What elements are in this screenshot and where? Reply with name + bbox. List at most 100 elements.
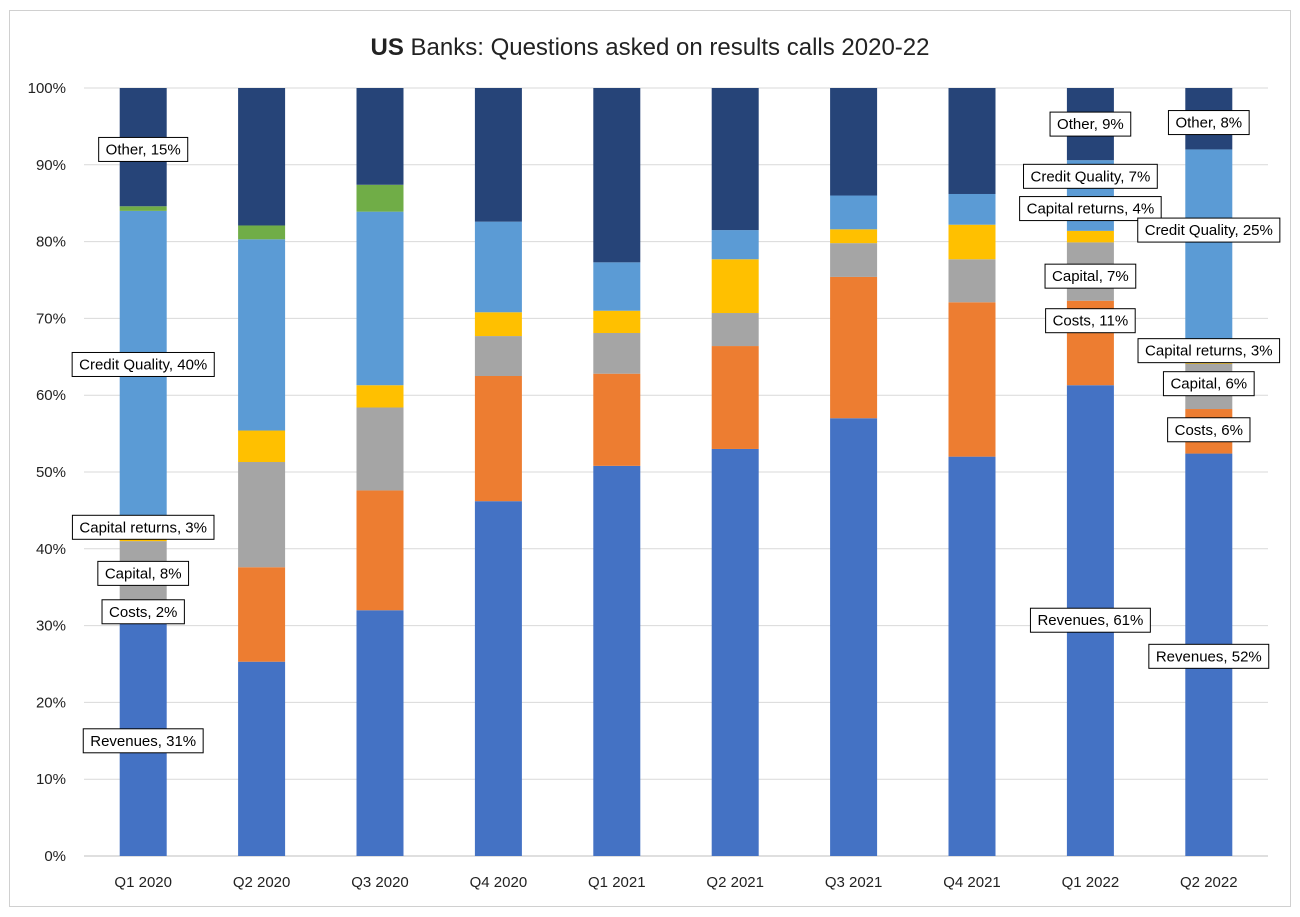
bar-segment: [119, 206, 167, 211]
bar-segment: [238, 88, 286, 226]
y-tick-label: 100%: [28, 80, 66, 97]
data-label-text: Costs, 2%: [109, 604, 177, 621]
y-tick-label: 40%: [36, 541, 66, 558]
bar-segment: [238, 430, 286, 463]
bar-segment: [356, 211, 404, 386]
data-label-text: Costs, 11%: [1053, 313, 1129, 330]
bar-segment: [830, 229, 878, 244]
data-label: Other, 8%: [1167, 110, 1250, 136]
data-label-text: Revenues, 31%: [90, 733, 196, 750]
data-label: Revenues, 61%: [1029, 607, 1151, 633]
data-label-text: Revenues, 61%: [1037, 612, 1143, 629]
data-label-text: Capital, 8%: [105, 565, 182, 582]
bar-segment: [238, 661, 286, 856]
bar-segment: [948, 302, 996, 457]
data-label-box: [1167, 417, 1251, 443]
x-tick-label: Q2 2022: [1180, 874, 1238, 891]
data-label-box: [1148, 643, 1270, 669]
bar-segment: [238, 239, 286, 431]
data-label-text: Costs, 6%: [1175, 422, 1243, 439]
data-label-text: Other, 8%: [1175, 115, 1242, 132]
x-tick-label: Q2 2020: [233, 874, 291, 891]
data-label: Other, 15%: [98, 136, 189, 162]
bar-segment: [474, 312, 522, 337]
data-label: Credit Quality, 25%: [1137, 217, 1281, 243]
bar-segment: [711, 259, 759, 314]
bar-segment: [948, 224, 996, 260]
chart-title: US Banks: Questions asked on results cal…: [371, 34, 930, 61]
data-label: Revenues, 52%: [1148, 643, 1270, 669]
chart-title-rest: Banks: Questions asked on results calls …: [404, 34, 930, 61]
bar-segment: [593, 465, 641, 856]
y-tick-label: 30%: [36, 618, 66, 635]
x-tick-label: Q2 2021: [706, 874, 764, 891]
bar-segment: [356, 385, 404, 408]
bar-segment: [593, 310, 641, 333]
data-label: Capital, 8%: [97, 560, 190, 586]
bar-segment: [474, 221, 522, 313]
bar-segment: [238, 462, 286, 568]
data-label-text: Revenues, 52%: [1156, 648, 1262, 665]
data-label: Other, 9%: [1049, 111, 1132, 137]
data-label-text: Credit Quality, 7%: [1031, 168, 1151, 185]
data-label: Credit Quality, 7%: [1023, 163, 1158, 189]
data-label: Capital returns, 3%: [1137, 338, 1281, 364]
data-label-text: Capital returns, 3%: [79, 519, 207, 536]
bar-segment: [711, 346, 759, 449]
data-label-box: [1167, 110, 1250, 136]
chart-title-bold: US: [371, 34, 404, 61]
data-label-box: [1044, 263, 1137, 289]
data-label-text: Credit Quality, 25%: [1145, 222, 1273, 239]
y-tick-label: 60%: [36, 387, 66, 404]
bar-segment: [593, 88, 641, 263]
data-label-box: [97, 560, 190, 586]
data-label-box: [1137, 338, 1281, 364]
data-labels: Other, 15% Credit Quality, 40% Capital ret…: [71, 110, 1281, 754]
bar-segment: [1066, 230, 1114, 243]
bar-segment: [948, 456, 996, 856]
y-tick-label: 90%: [36, 157, 66, 174]
data-label: Capital returns, 4%: [1019, 196, 1162, 222]
x-tick-label: Q4 2021: [943, 874, 1001, 891]
data-label-text: Capital returns, 4%: [1027, 201, 1155, 218]
data-label-box: [1049, 111, 1132, 137]
data-label-box: [1162, 371, 1255, 397]
bar-segment: [474, 376, 522, 502]
bar-segment: [356, 407, 404, 491]
data-label: Costs, 2%: [101, 599, 185, 625]
bar-segment: [830, 88, 878, 196]
x-tick-label: Q1 2022: [1062, 874, 1120, 891]
data-label-text: Other, 15%: [106, 141, 181, 158]
data-label-box: [82, 728, 204, 754]
data-label: Capital, 6%: [1162, 371, 1255, 397]
x-tick-label: Q1 2021: [588, 874, 646, 891]
bar-segment: [830, 276, 878, 419]
bar-segment: [474, 336, 522, 376]
data-label-text: Capital, 6%: [1170, 376, 1247, 393]
data-label-box: [1023, 163, 1158, 189]
axis-ticks: 0% 10% 20% 30% 40% 50% 60% 70% 80% 90% 100% Q1 2020…: [28, 80, 1238, 891]
bar-segment: [711, 88, 759, 231]
bar-segment: [711, 313, 759, 347]
bar-segment: [474, 501, 522, 856]
data-label-box: [1045, 308, 1136, 334]
data-label-box: [71, 514, 215, 540]
data-label: Capital, 7%: [1044, 263, 1137, 289]
data-label: Costs, 11%: [1045, 308, 1136, 334]
bar-segment: [948, 259, 996, 303]
x-tick-label: Q3 2021: [825, 874, 883, 891]
bar-segment: [474, 88, 522, 222]
bar-segment: [356, 610, 404, 856]
bar-segment: [356, 490, 404, 611]
bar-segment: [356, 184, 404, 212]
data-label: Credit Quality, 40%: [71, 351, 215, 377]
bar-segment: [830, 418, 878, 856]
bar-segment: [238, 567, 286, 662]
bar-segment: [948, 193, 996, 225]
bar-segment: [948, 88, 996, 194]
data-label: Capital returns, 3%: [71, 514, 215, 540]
bar-segment: [593, 373, 641, 466]
data-label-text: Other, 9%: [1057, 116, 1124, 133]
bar-segment: [830, 243, 878, 277]
bar-segment: [593, 262, 641, 311]
